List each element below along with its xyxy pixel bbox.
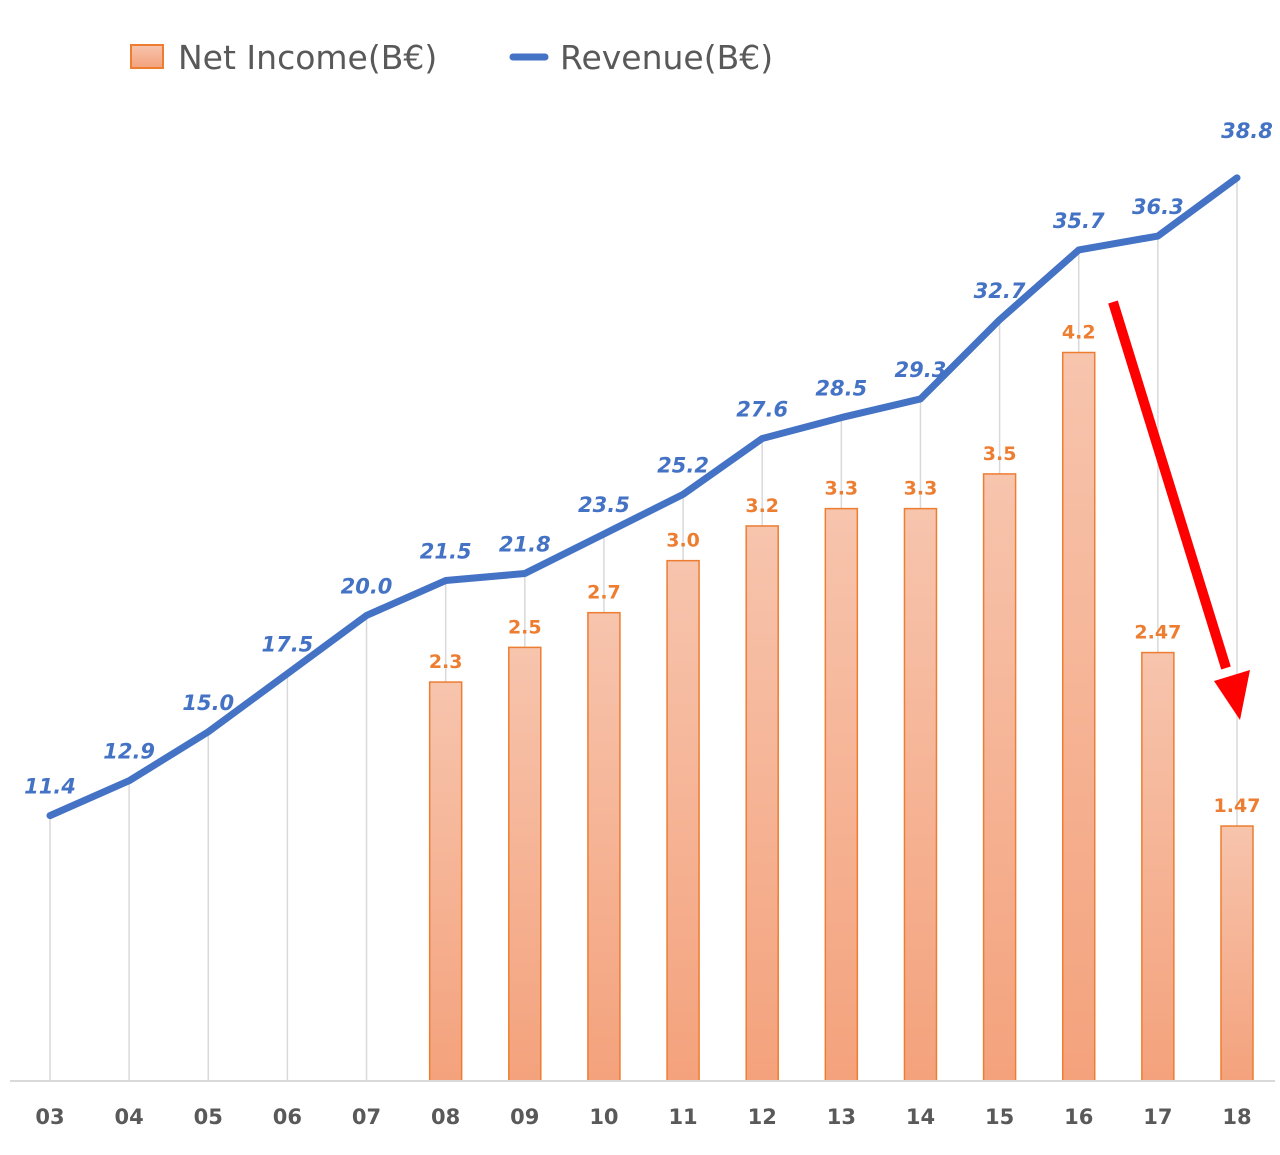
x-tick-label: 17: [1143, 1105, 1172, 1129]
legend-label-revenue: Revenue(B€): [560, 38, 773, 77]
net-income-label: 3.3: [824, 478, 858, 500]
arrow-shaft: [1108, 300, 1231, 670]
revenue-label: 25.2: [657, 453, 709, 477]
x-tick-label: 10: [589, 1105, 618, 1129]
net-income-bar: [1061, 351, 1096, 1082]
net-income-bar: [428, 681, 463, 1082]
data-labels: 2.3 2.5 2.7 3.0 3.2 3.3 3.3 3.5 4.2 2.47 1.47 11.4 1…: [24, 119, 1273, 817]
net-income-bar: [666, 559, 700, 1082]
revenue-label: 12.9: [103, 740, 155, 764]
legend-swatch-net-income: [130, 44, 164, 69]
revenue-label: 20.0: [341, 574, 393, 598]
x-tick-label: 16: [1064, 1105, 1093, 1129]
x-tick-label: 14: [906, 1105, 935, 1129]
arrow-head: [1214, 670, 1250, 720]
net-income-label: 3.2: [745, 495, 779, 517]
revenue-label: 27.6: [736, 398, 788, 422]
revenue-label: 11.4: [24, 775, 76, 799]
revenue-label: 23.5: [578, 493, 630, 517]
net-income-bar: [745, 525, 779, 1082]
revenue-label: 21.5: [420, 540, 472, 564]
x-tick-label: 18: [1222, 1105, 1251, 1129]
x-tick-label: 05: [194, 1105, 223, 1129]
revenue-label: 15.0: [182, 691, 234, 715]
x-axis-ticks: 03 04 05 06 07 08 09 10 11 12 13 14 15 16 17 18: [35, 1105, 1251, 1129]
revenue-line: [46, 174, 1241, 820]
x-tick-label: 12: [748, 1105, 777, 1129]
legend: Net Income(B€) Revenue(B€): [130, 38, 773, 77]
net-income-label: 3.5: [983, 443, 1017, 465]
revenue-label: 21.8: [499, 533, 551, 557]
net-income-label: 1.47: [1214, 795, 1261, 817]
net-income-bar: [824, 507, 859, 1082]
net-income-label: 3.3: [904, 478, 938, 500]
x-tick-label: 09: [510, 1105, 539, 1129]
x-tick-label: 04: [115, 1105, 144, 1129]
net-income-bar: [903, 507, 938, 1082]
net-income-label: 4.2: [1062, 322, 1096, 344]
drop-lines: [49, 177, 1238, 1081]
x-tick-label: 15: [985, 1105, 1014, 1129]
revenue-label: 36.3: [1132, 195, 1184, 219]
revenue-line-group: [46, 174, 1241, 820]
legend-label-net-income: Net Income(B€): [178, 38, 437, 77]
x-tick-label: 03: [35, 1105, 64, 1129]
revenue-label: 38.8: [1221, 119, 1273, 143]
bars: [428, 351, 1254, 1082]
revenue-label: 28.5: [815, 377, 867, 401]
net-income-label: 2.5: [508, 616, 542, 638]
x-tick-label: 13: [827, 1105, 856, 1129]
x-tick-label: 06: [273, 1105, 302, 1129]
revenue-label: 35.7: [1053, 209, 1105, 233]
revenue-label: 32.7: [974, 279, 1026, 303]
decline-arrow: [1108, 300, 1250, 720]
net-income-label: 3.0: [666, 530, 700, 552]
net-income-bar: [1141, 651, 1175, 1082]
net-income-label: 2.7: [587, 582, 621, 604]
net-income-label: 2.47: [1134, 622, 1181, 644]
net-income-bar: [1220, 825, 1254, 1082]
x-tick-label: 07: [352, 1105, 381, 1129]
net-income-label: 2.3: [429, 651, 463, 673]
x-tick-label: 08: [431, 1105, 460, 1129]
net-income-bar: [982, 473, 1017, 1082]
net-income-bar: [508, 646, 542, 1082]
revenue-label: 17.5: [261, 633, 313, 657]
net-income-bar: [587, 611, 621, 1082]
x-tick-label: 11: [668, 1105, 697, 1129]
revenue-label: 29.3: [895, 358, 947, 382]
